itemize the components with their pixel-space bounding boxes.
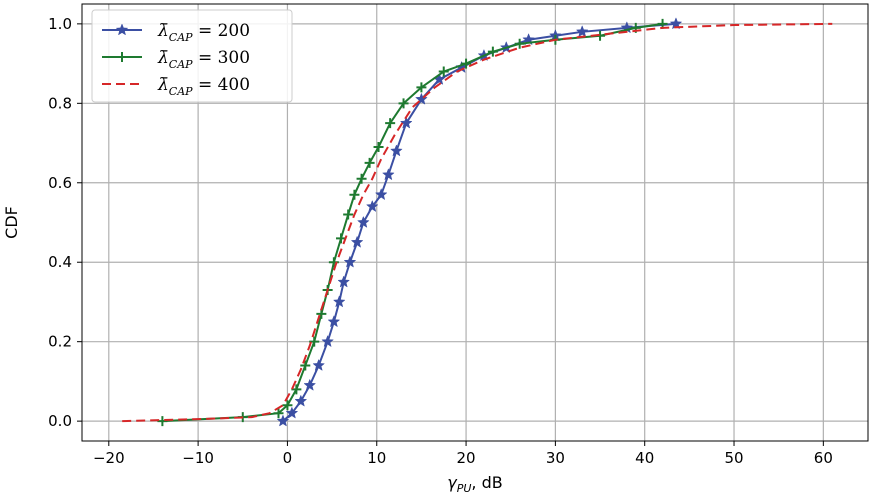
data-point-marker — [316, 308, 327, 319]
data-point-marker — [398, 98, 409, 109]
series-3 — [122, 22, 833, 423]
x-axis-label-symbol: γ — [447, 473, 458, 492]
x-tick-label: 0 — [283, 449, 293, 467]
data-point-marker — [382, 168, 395, 181]
data-point-marker — [343, 255, 357, 268]
series-line — [122, 22, 833, 423]
data-point-marker — [294, 394, 308, 407]
x-tick-label: 60 — [814, 449, 833, 467]
data-point-marker — [365, 199, 379, 213]
data-point-marker — [312, 358, 326, 371]
data-point-marker — [300, 360, 311, 371]
legend-symbol: λ̄ — [157, 48, 169, 68]
legend-label: λ̄CAP = 300 — [157, 48, 250, 71]
x-axis-label-unit: , dB — [471, 473, 502, 492]
data-point-marker — [390, 144, 403, 157]
x-tick-label: 50 — [724, 449, 743, 467]
data-point-marker — [438, 66, 449, 77]
legend-item-3: λ̄CAP = 400 — [102, 75, 250, 98]
data-point-marker — [273, 408, 284, 419]
data-point-marker — [487, 46, 498, 57]
x-tick-label: −10 — [182, 449, 214, 467]
data-point-marker — [350, 235, 364, 248]
legend-symbol: λ̄ — [157, 75, 169, 95]
y-tick-label: 0.6 — [48, 174, 72, 192]
data-point-marker — [356, 215, 370, 228]
data-point-marker — [303, 378, 317, 391]
legend-value: = 400 — [193, 75, 251, 95]
y-tick-label: 0.8 — [48, 94, 72, 112]
x-axis-label: γPU, dB — [447, 473, 502, 494]
x-tick-label: 40 — [635, 449, 654, 467]
data-point-marker — [575, 25, 589, 38]
y-tick-label: 0.0 — [48, 412, 72, 430]
legend-value: = 300 — [193, 48, 251, 68]
data-point-marker — [461, 58, 472, 69]
x-axis-label-subscript: PU — [457, 482, 472, 494]
data-point-marker — [385, 118, 396, 129]
legend-marker — [115, 23, 129, 36]
data-point-marker — [291, 384, 302, 395]
legend-item-2: λ̄CAP = 300 — [102, 48, 250, 71]
x-tick-label: 10 — [367, 449, 386, 467]
legend-value: = 200 — [193, 21, 251, 41]
data-point-marker — [514, 38, 525, 49]
data-point-marker — [415, 92, 428, 105]
data-point-marker — [327, 315, 341, 328]
series-line — [282, 22, 677, 422]
y-tick-label: 0.2 — [48, 333, 72, 351]
legend-subscript: CAP — [169, 31, 193, 44]
x-tick-label: 20 — [457, 449, 476, 467]
legend-item-1: λ̄CAP = 200 — [102, 21, 250, 44]
plot-series — [122, 17, 833, 427]
legend-subscript: CAP — [169, 85, 193, 98]
axis-ticks: −20 −10 0 10 20 30 40 50 60 0.0 0.2 0.4 0.6 0.8 1.0 — [48, 15, 833, 467]
data-point-marker — [349, 189, 360, 200]
legend-marker — [117, 52, 127, 62]
data-point-marker — [364, 157, 375, 168]
legend-label: λ̄CAP = 200 — [157, 21, 250, 44]
grid — [82, 4, 868, 441]
plot-frame — [81, 3, 869, 442]
data-point-marker — [373, 142, 384, 153]
y-axis-label: CDF — [2, 206, 21, 239]
data-point-marker — [416, 82, 427, 93]
series-1 — [276, 17, 683, 427]
legend-box — [91, 9, 293, 103]
x-tick-label: 30 — [546, 449, 565, 467]
data-point-marker — [399, 116, 413, 129]
data-point-marker — [343, 209, 354, 220]
data-point-marker — [309, 336, 320, 347]
data-point-marker — [374, 188, 388, 201]
data-point-marker — [332, 295, 346, 308]
data-point-marker — [356, 173, 367, 184]
data-point-marker — [337, 275, 351, 288]
x-tick-label: −20 — [93, 449, 125, 467]
legend-symbol: λ̄ — [157, 21, 169, 41]
data-point-marker — [282, 400, 293, 411]
data-point-marker — [336, 233, 347, 244]
legend-label: λ̄CAP = 400 — [157, 75, 250, 98]
data-point-marker — [321, 334, 334, 348]
data-point-marker — [276, 414, 290, 427]
y-tick-label: 1.0 — [48, 15, 72, 33]
legend-subscript: CAP — [169, 58, 193, 71]
data-point-marker — [285, 406, 299, 419]
y-tick-label: 0.4 — [48, 253, 72, 271]
series-2 — [157, 18, 668, 427]
